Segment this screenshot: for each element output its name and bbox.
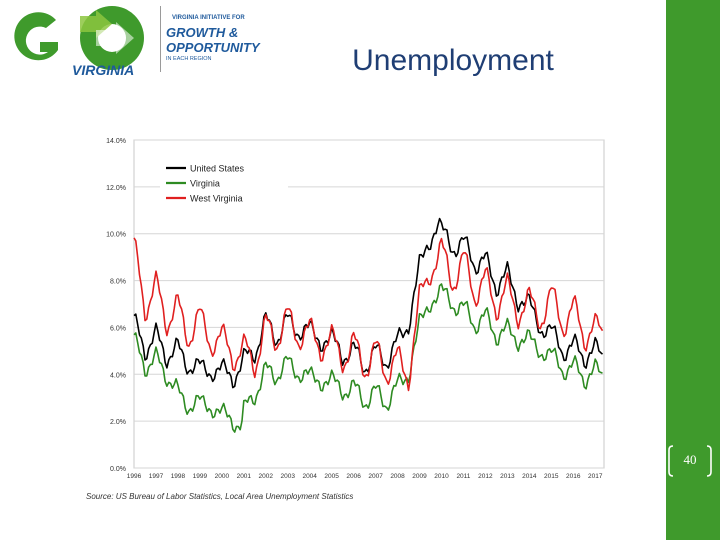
x-tick-label: 2016 <box>566 473 581 480</box>
x-tick-label: 2006 <box>346 473 361 480</box>
legend-label: United States <box>190 164 245 174</box>
x-tick-label: 2010 <box>434 473 449 480</box>
x-tick-label: 2013 <box>500 473 515 480</box>
y-tick-label: 2.0% <box>110 419 126 426</box>
bracket-graphic <box>668 445 712 477</box>
page-number: 40 <box>683 452 697 467</box>
x-tick-label: 1997 <box>149 473 164 480</box>
x-tick-label: 2011 <box>456 473 470 480</box>
logo-virginia-wordmark: VIRGINIA <box>72 62 135 78</box>
x-tick-label: 2017 <box>588 473 603 480</box>
logo-growth: GROWTH & <box>166 25 239 40</box>
y-tick-label: 0.0% <box>110 466 126 473</box>
go-letters-graphic <box>14 6 144 70</box>
x-tick-label: 2007 <box>368 473 383 480</box>
logo-opportunity: OPPORTUNITY <box>166 40 260 55</box>
y-tick-label: 8.0% <box>110 279 126 286</box>
chart-frame: 0.0% 2.0% 4.0% 6.0% 8.0% 10.0% 12.0% 14.0% 1996 1… <box>84 130 624 510</box>
x-tick-label: 2012 <box>478 473 493 480</box>
logo-top-line: VIRGINIA INITIATIVE FOR <box>172 15 245 21</box>
x-tick-label: 2005 <box>324 473 339 480</box>
page-number-box: 40 <box>667 444 713 478</box>
y-tick-label: 10.0% <box>106 232 126 239</box>
x-tick-label: 2015 <box>544 473 559 480</box>
y-tick-label: 4.0% <box>110 372 126 379</box>
source-note: Source: US Bureau of Labor Statistics, L… <box>86 492 354 501</box>
go-virginia-logo: VIRGINIA INITIATIVE FOR GROWTH & OPPORTU… <box>0 0 260 84</box>
unemployment-line-chart: 0.0% 2.0% 4.0% 6.0% 8.0% 10.0% 12.0% 14.0% 1996 1… <box>106 138 605 480</box>
x-tick-label: 2001 <box>237 473 252 480</box>
legend-box <box>160 156 288 204</box>
y-tick-label: 12.0% <box>106 185 126 192</box>
x-tick-label: 2009 <box>412 473 427 480</box>
x-tick-label: 1996 <box>127 473 142 480</box>
x-tick-label: 2004 <box>302 473 317 480</box>
legend-label: Virginia <box>190 179 220 189</box>
logo-bottom-line: IN EACH REGION <box>166 56 212 62</box>
legend-label: West Virginia <box>190 194 243 204</box>
x-tick-label: 1999 <box>193 473 208 480</box>
x-tick-label: 2003 <box>281 473 296 480</box>
slide-title: Unemployment <box>352 44 554 77</box>
x-tick-label: 2008 <box>390 473 405 480</box>
y-tick-label: 6.0% <box>110 325 126 332</box>
series-line <box>133 283 603 433</box>
x-tick-label: 2000 <box>215 473 230 480</box>
y-tick-label: 14.0% <box>106 138 126 145</box>
x-tick-label: 1998 <box>171 473 186 480</box>
series-line <box>133 237 604 392</box>
logo-divider <box>160 6 161 72</box>
x-tick-label: 2002 <box>259 473 274 480</box>
x-tick-label: 2014 <box>522 473 537 480</box>
